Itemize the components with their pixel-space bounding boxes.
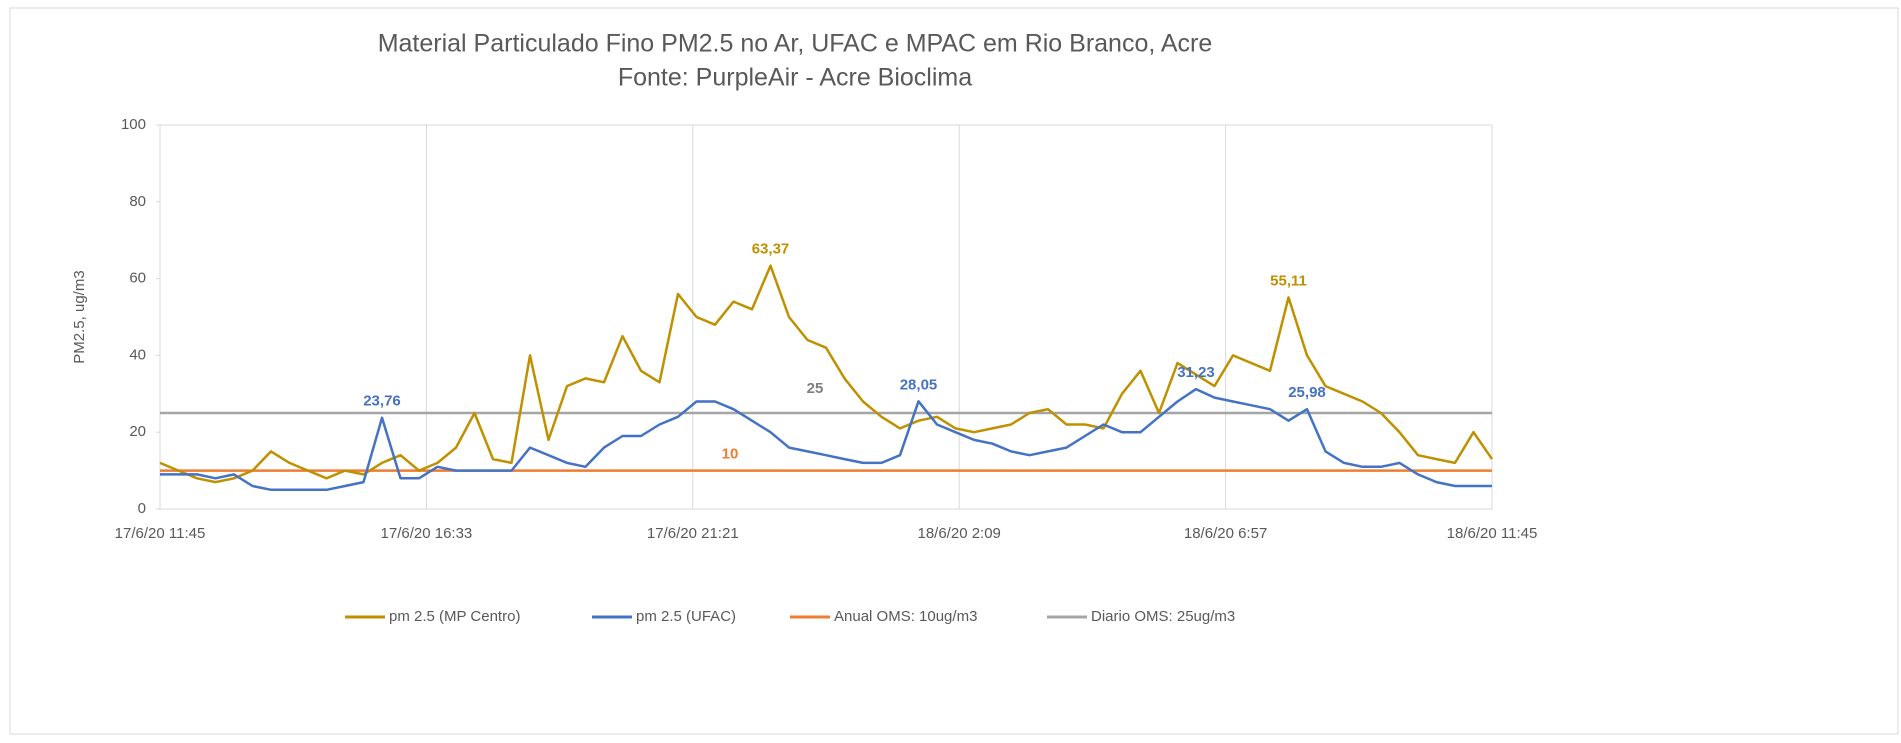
chart-area [9, 7, 1899, 735]
data-label: 63,37 [752, 241, 790, 258]
data-label: 23,76 [363, 393, 401, 410]
series-line [159, 264, 1494, 484]
y-axis-label: PM2.5, ug/m3 [71, 270, 88, 363]
x-tick-label: 17/6/20 21:21 [647, 525, 739, 542]
y-tick-label: 0 [138, 500, 146, 517]
reference-label: 10 [722, 446, 739, 463]
x-tick-label: 18/6/20 2:09 [917, 525, 1000, 542]
x-tick-label: 18/6/20 11:45 [1447, 525, 1538, 542]
data-label: 28,05 [900, 376, 938, 393]
y-tick-label: 80 [129, 193, 146, 210]
reference-label: 25 [807, 380, 824, 397]
legend-label: pm 2.5 (UFAC) [636, 608, 736, 625]
chart-subtitle: Fonte: PurpleAir - Acre Bioclima [618, 64, 972, 92]
data-label: 55,11 [1270, 272, 1307, 289]
x-tick-label: 18/6/20 6:57 [1184, 525, 1267, 542]
legend-label: Anual OMS: 10ug/m3 [834, 608, 977, 625]
data-label: 31,23 [1177, 364, 1215, 381]
x-tick-label: 17/6/20 11:45 [115, 525, 206, 542]
y-tick-label: 60 [129, 270, 146, 287]
y-tick-label: 40 [129, 346, 146, 363]
y-tick-label: 20 [129, 423, 146, 440]
legend-label: pm 2.5 (MP Centro) [389, 608, 520, 625]
y-tick-label: 100 [121, 116, 146, 133]
legend-label: Diario OMS: 25ug/m3 [1091, 608, 1235, 625]
series-line [160, 387, 1492, 492]
data-label: 25,98 [1288, 384, 1326, 401]
x-tick-label: 17/6/20 16:33 [381, 525, 473, 542]
chart-title: Material Particulado Fino PM2.5 no Ar, U… [378, 30, 1213, 58]
